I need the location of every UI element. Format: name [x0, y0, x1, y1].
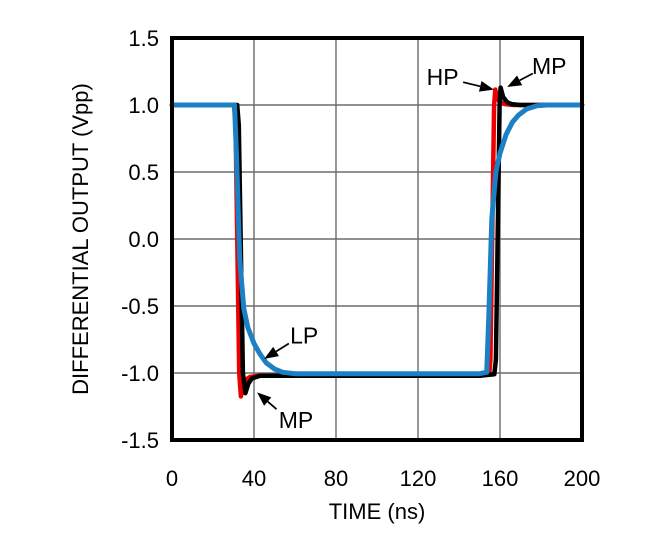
annotation-arrowhead [507, 75, 523, 87]
annotation-label: MP [532, 53, 567, 79]
tick-layer: 0 40 80 120 160 200 -1.5 -1.0 -0.5 0.0 0.5 1.0 1.5 [121, 26, 600, 491]
x-tick-label: 40 [242, 466, 266, 491]
series-mp [169, 85, 585, 396]
x-tick-label: 120 [400, 466, 437, 491]
y-tick-label: 0.5 [128, 160, 159, 185]
series-layer [169, 85, 585, 399]
x-axis-title: TIME (ns) [329, 499, 426, 524]
annotation-arrowhead [264, 346, 280, 359]
annotation-arrow [275, 342, 290, 353]
annotation-arrowhead [478, 80, 494, 92]
x-tick-label: 200 [564, 466, 601, 491]
x-tick-label: 160 [482, 466, 519, 491]
annotation-label: LP [290, 322, 318, 348]
y-tick-label: 1.5 [128, 26, 159, 51]
y-tick-label: -1.0 [121, 361, 159, 386]
grid-layer [171, 37, 583, 441]
series-lp [169, 102, 585, 377]
y-tick-label: -0.5 [121, 294, 159, 319]
y-axis-title: DIFFERENTIAL OUTPUT (Vpp) [68, 83, 93, 395]
plot-frame [170, 36, 584, 442]
annotation-arrow [462, 81, 481, 88]
annotation-arrowhead [257, 392, 272, 406]
y-tick-label: 1.0 [128, 93, 159, 118]
annotation-arrow [519, 72, 534, 82]
annotation-layer: HP MP LP MP [257, 53, 566, 433]
annotation-label: MP [279, 407, 314, 433]
annotation-label: HP [427, 64, 459, 90]
y-tick-label: 0.0 [128, 227, 159, 252]
annotation-arrow [267, 400, 278, 410]
x-tick-label: 0 [166, 466, 178, 491]
y-tick-label: -1.5 [121, 428, 159, 453]
x-tick-label: 80 [324, 466, 348, 491]
